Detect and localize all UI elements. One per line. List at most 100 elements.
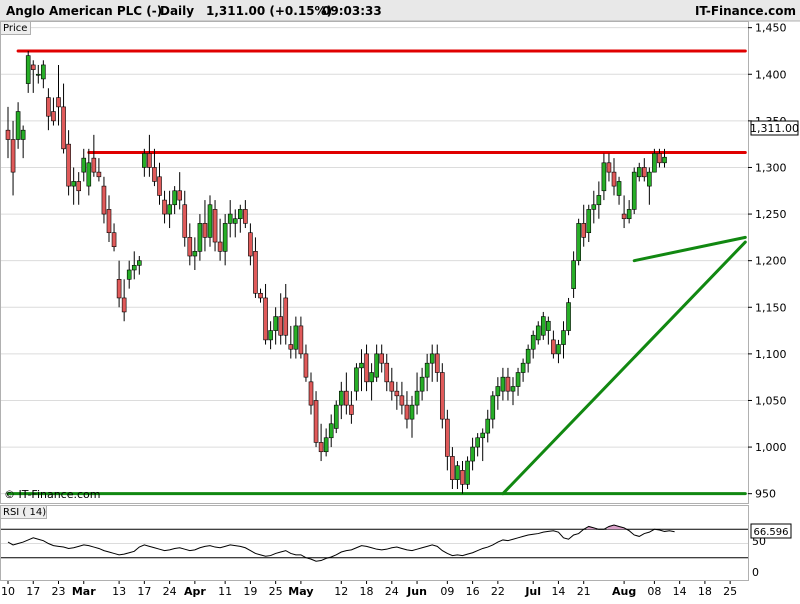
candle-body — [581, 223, 587, 238]
candle-body — [434, 353, 440, 373]
candle-body — [546, 320, 551, 331]
x-tick-label: 09 — [440, 585, 454, 598]
rsi-plot — [1, 524, 748, 562]
candle-body — [197, 223, 203, 252]
candle-body — [106, 209, 112, 234]
candle-body — [606, 162, 612, 173]
price-tick-label: 1,050 — [755, 394, 787, 407]
candle-body — [636, 167, 642, 178]
candle-body — [551, 339, 556, 355]
candle-body — [364, 353, 369, 383]
candle-body — [172, 190, 177, 206]
price-tick-label: 1,200 — [755, 255, 787, 268]
candle-body — [187, 237, 193, 257]
price-tick-label: 1,450 — [755, 22, 787, 35]
x-tick-label: 21 — [577, 585, 591, 598]
candle-body — [576, 223, 581, 261]
candle-body — [349, 404, 354, 415]
candle-body — [525, 348, 531, 364]
candle-body — [616, 181, 622, 196]
candle-body — [207, 204, 213, 238]
candle-body — [258, 292, 263, 299]
x-tick-label: 24 — [163, 585, 177, 598]
x-tick-label: 12 — [334, 585, 348, 598]
header-bar — [0, 0, 800, 21]
candle-body — [540, 316, 546, 336]
x-tick-label: 17 — [137, 585, 151, 598]
price-panel — [0, 21, 749, 504]
rsi-value-box — [750, 523, 792, 539]
x-axis: 10 17 23 Mar 13 17 24 Apr 11 19 25 May 12 18 24 Jun 09 16… — [1, 581, 737, 598]
candle-body — [439, 372, 445, 420]
x-tick-label: 22 — [491, 585, 505, 598]
candle-body — [596, 195, 602, 206]
candle-body — [288, 344, 294, 350]
brand-label: IT-Finance.com — [695, 4, 796, 18]
candle-body — [25, 55, 31, 84]
candle-body — [344, 390, 349, 406]
candle-body — [414, 390, 420, 406]
candle-body — [131, 265, 137, 271]
candle-body — [530, 334, 536, 350]
copyright-label: © IT-Finance.com — [4, 488, 101, 501]
candle-body — [91, 157, 97, 173]
candle-body — [202, 223, 208, 238]
candle-body — [15, 111, 21, 140]
price-tick-label: 1,250 — [755, 208, 787, 221]
price-tick-label: 950 — [755, 488, 776, 501]
candle-body — [535, 325, 541, 341]
candle-body — [611, 171, 617, 187]
candle-body — [470, 446, 475, 462]
x-tick-label: 10 — [1, 585, 15, 598]
x-tick-label: 25 — [723, 585, 737, 598]
candle-body — [30, 64, 36, 70]
x-tick-label: 17 — [26, 585, 40, 598]
price-tick-label: 1,150 — [755, 301, 787, 314]
candle-body — [56, 97, 61, 108]
candle-body — [495, 386, 501, 397]
x-tick-label: 11 — [218, 585, 232, 598]
price-tick-label: 1,000 — [755, 441, 787, 454]
candle-body — [566, 302, 571, 331]
upper-trend-line — [632, 235, 747, 263]
candle-body — [177, 190, 182, 201]
candle-body — [338, 390, 344, 406]
candle-body — [379, 353, 385, 364]
candle-body — [222, 223, 228, 252]
candle-body — [61, 106, 66, 150]
candle-body — [51, 111, 56, 122]
price-panel-label: Price — [3, 23, 27, 34]
candle-body — [333, 404, 339, 429]
candle-body — [35, 73, 41, 76]
candle-body — [182, 204, 188, 238]
x-tick-label: 14 — [551, 585, 565, 598]
candle-body — [232, 218, 238, 224]
candle-body — [450, 456, 455, 480]
candle-body — [157, 176, 162, 196]
last-price-label: 1,311.00 — [750, 122, 799, 135]
candle-body — [520, 362, 526, 373]
candle-body — [308, 381, 314, 406]
candle-body — [323, 437, 329, 453]
rsi-tick-0: 0 — [752, 566, 759, 579]
candle-body — [121, 297, 127, 313]
candle-body — [510, 386, 516, 392]
candle-body — [647, 171, 652, 187]
candle-body — [374, 353, 379, 378]
candle-body — [162, 199, 167, 215]
candle-body — [409, 404, 415, 420]
candle-body — [556, 344, 561, 355]
candle-body — [657, 153, 662, 164]
x-tick-label: 24 — [385, 585, 399, 598]
candle-body — [116, 279, 122, 299]
rsi-line — [7, 524, 675, 562]
last-price-box — [750, 120, 799, 136]
candle-body — [253, 251, 258, 294]
candle-body — [46, 97, 51, 117]
trend-lines-overlay — [501, 235, 747, 496]
candle-body — [283, 297, 289, 336]
candle-body — [192, 251, 198, 257]
trend-lines — [6, 49, 747, 496]
candle-body — [424, 362, 430, 378]
rsi-overbought-area — [586, 526, 597, 530]
